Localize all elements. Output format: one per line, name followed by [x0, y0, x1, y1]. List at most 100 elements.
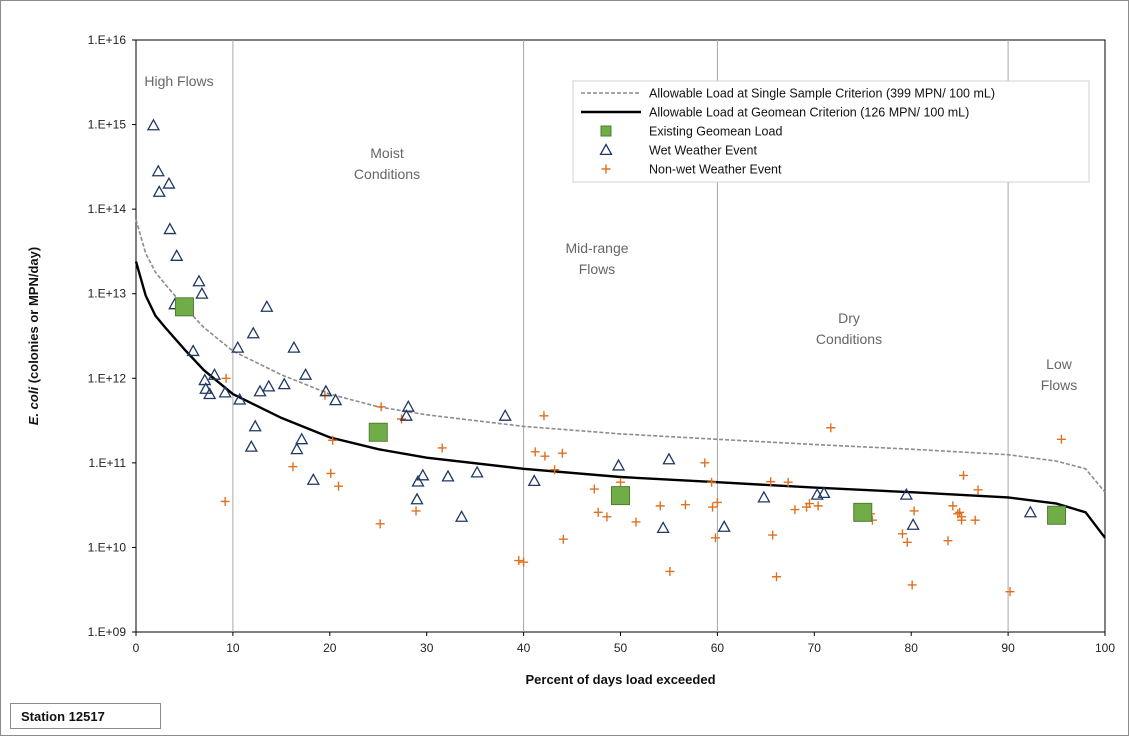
x-tick-label: 30 — [420, 641, 434, 655]
wet-weather-point — [195, 286, 209, 299]
wet-weather-point — [192, 274, 206, 287]
single-sample-criterion-line — [135, 219, 1106, 493]
wet-weather-point — [152, 185, 166, 197]
non-wet-weather-point — [902, 537, 912, 547]
non-wet-weather-point — [334, 481, 344, 491]
non-wet-weather-point — [897, 529, 907, 539]
wet-weather-point — [170, 249, 184, 261]
wet-weather-point — [233, 392, 247, 405]
regime-label-line: Flows — [579, 261, 616, 277]
wet-weather-point — [231, 340, 245, 353]
wet-weather-point — [470, 465, 484, 478]
y-tick-label: 1.E+10 — [88, 540, 127, 554]
non-wet-weather-point — [539, 411, 549, 421]
non-wet-weather-point — [221, 373, 231, 383]
non-wet-weather-point — [826, 423, 836, 433]
wet-weather-point — [416, 468, 430, 481]
non-wet-weather-point — [813, 501, 823, 511]
wet-weather-point — [244, 439, 258, 452]
non-wet-weather-point — [665, 566, 675, 576]
legend-label: Wet Weather Event — [649, 144, 757, 158]
wet-weather-point — [146, 118, 161, 131]
non-wet-weather-point — [288, 462, 298, 472]
wet-weather-point — [199, 382, 213, 394]
non-wet-weather-point — [519, 557, 529, 567]
non-wet-weather-point — [959, 470, 969, 480]
regime-label-line: Low — [1046, 356, 1073, 372]
non-wet-weather-point — [375, 519, 385, 529]
non-wet-weather-point — [707, 477, 717, 487]
wet-weather-point — [306, 472, 320, 485]
wet-weather-point — [656, 521, 670, 533]
legend-label: Allowable Load at Single Sample Criterio… — [649, 87, 995, 101]
existing-geomean-point — [1047, 505, 1067, 525]
y-axis-title-italic: E. coli — [26, 387, 41, 426]
wet-weather-point — [899, 487, 913, 500]
x-tick-label: 100 — [1095, 641, 1115, 655]
regime-label: Mid-range Flows — [565, 240, 628, 277]
x-tick-label: 70 — [808, 641, 822, 655]
non-wet-weather-point — [655, 501, 665, 511]
non-wet-weather-point — [953, 509, 963, 519]
station-label: Station 12517 — [10, 703, 161, 729]
regime-label: Moist Conditions — [354, 145, 420, 182]
x-tick-label: 60 — [711, 641, 725, 655]
regime-label: Low Flows — [1041, 356, 1078, 393]
non-wet-weather-point — [328, 435, 338, 445]
non-wet-weather-point — [1056, 434, 1066, 444]
y-axis-title: E. coli (colonies or MPN/day) — [26, 247, 41, 425]
y-axis-title-rest: (colonies or MPN/day) — [26, 247, 41, 387]
wet-weather-point — [262, 379, 276, 392]
non-wet-weather-point — [907, 580, 917, 590]
wet-weather-point — [287, 340, 301, 353]
wet-weather-point — [277, 377, 291, 390]
non-wet-weather-point — [220, 496, 230, 506]
non-wet-weather-point — [783, 477, 793, 487]
allowable-load-curves — [134, 219, 1106, 539]
legend-label: Existing Geomean Load — [649, 125, 782, 139]
non-wet-weather-point — [558, 534, 568, 544]
y-tick-label: 1.E+11 — [89, 456, 127, 470]
legend-wet-swatch — [599, 143, 613, 156]
non-wet-weather-point — [530, 447, 540, 457]
legend-label: Non-wet Weather Event — [649, 163, 782, 177]
x-tick-label: 40 — [517, 641, 531, 655]
y-tick-label: 1.E+09 — [88, 625, 127, 639]
x-tick-label: 20 — [323, 641, 337, 655]
wet-weather-point — [290, 442, 304, 455]
x-axis-title: Percent of days load exceeded — [525, 672, 715, 687]
regime-label-line: High Flows — [144, 73, 213, 89]
wet-weather-point — [329, 393, 343, 406]
regime-label-line: Flows — [1041, 377, 1078, 393]
existing-geomean-point — [368, 422, 388, 442]
x-tick-label: 10 — [226, 641, 240, 655]
wet-weather-point — [162, 176, 176, 189]
non-wet-weather-point — [616, 477, 625, 487]
non-wet-weather-point — [973, 485, 983, 495]
x-tick-label: 50 — [614, 641, 628, 655]
non-wet-weather-point — [557, 448, 567, 458]
non-wet-weather-point — [376, 402, 386, 412]
existing-geomean-point — [611, 486, 630, 506]
wet-weather-point — [1023, 505, 1037, 518]
non-wet-weather-point — [712, 497, 722, 507]
wet-weather-point — [319, 384, 333, 397]
x-axis-ticks: 0 10 20 30 40 50 60 70 80 90 100 — [133, 632, 1115, 655]
non-wet-weather-point — [589, 484, 599, 494]
y-axis-ticks: 1.E+09 1.E+10 1.E+11 1.E+12 1.E+13 1.E+14 1.E+… — [88, 33, 136, 639]
wet-weather-point — [218, 385, 232, 398]
regime-label: High Flows — [144, 73, 213, 89]
wet-weather-point — [441, 469, 455, 482]
wet-weather-point — [906, 517, 920, 530]
regime-label-line: Conditions — [354, 166, 420, 182]
legend-existing-swatch — [600, 125, 612, 137]
wet-weather-point — [527, 474, 541, 487]
non-wet-weather-point — [1005, 587, 1015, 597]
wet-weather-point — [662, 452, 676, 465]
wet-weather-point — [410, 492, 424, 505]
wet-weather-point — [207, 367, 222, 380]
non-wet-weather-point — [772, 572, 782, 582]
y-tick-label: 1.E+12 — [88, 371, 127, 385]
non-wet-weather-point — [680, 500, 690, 510]
